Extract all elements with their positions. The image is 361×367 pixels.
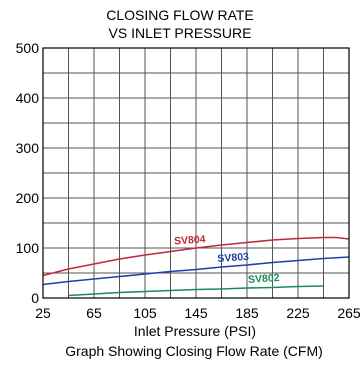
y-axis-tick-labels: 0 100 200 300 400 500	[16, 40, 40, 306]
y-tick-label: 200	[16, 190, 40, 206]
x-tick-label: 65	[86, 305, 102, 321]
x-tick-label: 25	[35, 305, 51, 321]
series-line-sv803	[42, 256, 350, 286]
chart-title-line2: VS INLET PRESSURE	[109, 25, 252, 41]
series-line-sv804	[42, 236, 350, 277]
y-tick-label: 100	[16, 240, 40, 256]
series-lines	[42, 236, 350, 297]
y-tick-label: 0	[31, 290, 39, 306]
series-label-sv804: SV804	[174, 233, 206, 247]
x-tick-label: 225	[286, 305, 310, 321]
series-labels: SV804 SV803 SV802	[174, 233, 280, 286]
y-tick-label: 400	[16, 90, 40, 106]
x-tick-label: 145	[184, 305, 208, 321]
series-label-sv802: SV802	[248, 272, 280, 286]
y-tick-label: 500	[16, 40, 40, 56]
y-tick-label: 300	[16, 140, 40, 156]
x-tick-label: 105	[133, 305, 157, 321]
plot-frame	[42, 47, 350, 299]
series-line-sv802	[68, 285, 324, 297]
chart-caption: Graph Showing Closing Flow Rate (CFM)	[65, 343, 323, 359]
x-tick-label: 185	[235, 305, 259, 321]
x-axis-label: Inlet Pressure (PSI)	[134, 323, 256, 339]
chart-title-line1: CLOSING FLOW RATE	[106, 7, 254, 23]
x-tick-label: 265	[337, 305, 361, 321]
series-label-sv803: SV803	[217, 251, 249, 265]
x-axis-tick-labels: 25 65 105 145 185 225 265	[35, 305, 361, 321]
